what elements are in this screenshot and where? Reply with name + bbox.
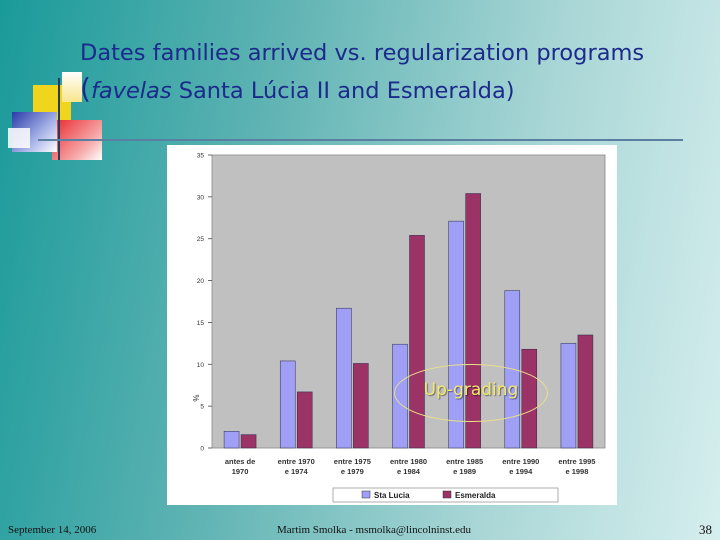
bar: [353, 363, 369, 449]
bar: [560, 343, 577, 449]
bar: [279, 360, 296, 449]
bar: [223, 431, 240, 449]
upgrading-ellipse: [394, 364, 548, 422]
title-vertical-rule: [58, 78, 60, 160]
x-tick-label: entre 1970: [278, 457, 315, 466]
x-tick-label: e 1989: [453, 467, 476, 476]
y-tick-label: 30: [197, 194, 205, 201]
x-tick-label: e 1998: [565, 467, 588, 476]
y-tick-label: 15: [197, 320, 205, 327]
title-underline: [38, 139, 683, 141]
x-tick-label: antes de: [225, 457, 255, 466]
x-tick-label: 1970: [232, 467, 249, 476]
footer-author: Martim Smolka - msmolka@lincolninst.edu: [277, 524, 472, 536]
page-number: 38: [699, 522, 712, 537]
legend-swatch: [361, 490, 371, 499]
x-tick-label: entre 1975: [334, 457, 371, 466]
bar: [240, 434, 257, 449]
y-tick-label: 35: [197, 153, 205, 160]
upgrading-label: Up-grading: [423, 380, 519, 400]
bar: [336, 307, 352, 449]
legend-label: Esmeralda: [455, 491, 496, 500]
legend-label: Sta Lucia: [374, 491, 410, 500]
x-tick-label: e 1979: [341, 467, 364, 476]
bar: [409, 235, 425, 449]
title-rest: Santa Lúcia II and Esmeralda): [171, 78, 515, 104]
y-tick-label: 25: [197, 236, 205, 243]
title-italic: favelas: [90, 78, 172, 104]
x-tick-label: entre 1990: [502, 457, 539, 466]
x-tick-label: entre 1985: [446, 457, 483, 466]
y-tick-label: 10: [197, 362, 205, 369]
title-line-2: (favelas Santa Lúcia II and Esmeralda): [80, 71, 710, 109]
title-line-1: Dates families arrived vs. regularizatio…: [80, 40, 645, 66]
footer-date: September 14, 2006: [8, 524, 97, 536]
slide-title: Dates families arrived vs. regularizatio…: [80, 36, 710, 109]
legend-swatch: [442, 490, 452, 499]
x-tick-label: e 1994: [509, 467, 533, 476]
x-tick-label: e 1974: [285, 467, 309, 476]
y-axis-label: %: [192, 394, 201, 401]
y-tick-label: 20: [197, 278, 205, 285]
x-tick-label: entre 1980: [390, 457, 427, 466]
x-tick-label: e 1984: [397, 467, 421, 476]
x-tick-label: entre 1995: [558, 457, 595, 466]
title-paren: (: [80, 72, 91, 105]
y-tick-label: 0: [200, 446, 204, 453]
y-tick-label: 5: [200, 404, 204, 411]
bar: [577, 334, 594, 449]
bar: [296, 391, 313, 449]
